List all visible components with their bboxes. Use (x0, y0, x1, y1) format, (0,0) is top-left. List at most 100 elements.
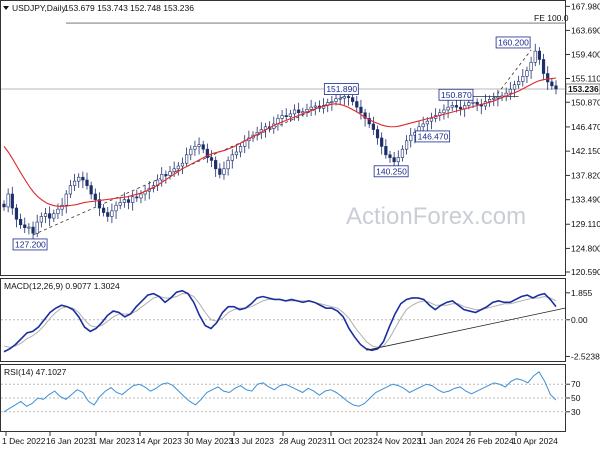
x-tick-label: 11 Jan 2024 (418, 436, 464, 446)
candle-body (467, 102, 471, 106)
rsi-ytick-label: 50 (571, 393, 581, 403)
price-annotation-label: 151.890 (326, 84, 357, 94)
candle-body (197, 144, 201, 147)
candle-body (168, 171, 172, 176)
candle-body (131, 196, 135, 203)
candle-body (400, 148, 405, 158)
x-tick-label: 24 Nov 2023 (373, 436, 421, 446)
candle-body (27, 226, 31, 229)
candle-body (496, 96, 500, 99)
candle-body (388, 154, 392, 158)
candle-body (48, 213, 52, 219)
candle-body (292, 109, 297, 115)
x-tick-label: 10 Apr 2024 (512, 436, 558, 446)
candle-body (110, 210, 114, 217)
candle-body (363, 112, 367, 119)
candle-body (205, 148, 209, 158)
candle-body (338, 97, 342, 100)
candle-body (214, 160, 218, 170)
candle-body (43, 213, 48, 217)
candle-body (359, 106, 363, 114)
candle-body (392, 157, 396, 163)
price-ytick-label: 150.870 (571, 97, 600, 107)
candle-body (429, 118, 434, 122)
price-ytick-label: 167.980 (571, 1, 600, 11)
fe-label: FE 100.0 (534, 13, 569, 23)
candle-body (164, 174, 168, 176)
symbol-header: USDJPY,Daily 153.679 153.743 152.748 153… (3, 3, 194, 13)
x-tick-label: 16 Jan 2023 (46, 436, 93, 446)
candle-body (64, 193, 68, 206)
candle-body (492, 97, 496, 100)
sma-line (3, 77, 557, 207)
price-annotation-label: 140.250 (376, 166, 407, 176)
candle-body (39, 216, 43, 223)
price-ytick-label: 137.820 (571, 170, 600, 180)
candle-body (442, 109, 446, 114)
candle-body (135, 196, 139, 199)
candle-body (346, 96, 351, 98)
candle-body (10, 193, 14, 209)
candle-body (533, 50, 537, 63)
candle-body (380, 137, 384, 147)
candle-body (139, 193, 143, 199)
candle-body (546, 73, 550, 83)
last-price-label: 153.236 (568, 84, 599, 94)
candle-body (425, 120, 429, 125)
candle-body (550, 81, 554, 87)
candle-body (226, 160, 230, 170)
rsi-title: RSI(14) 47.1027 (4, 367, 67, 377)
candle-body (68, 185, 73, 195)
watermark: ActionForex.com (346, 203, 526, 230)
price-annotation-box (495, 36, 531, 49)
candle-body (209, 157, 214, 161)
candle-body (230, 154, 234, 161)
price-annotation-label: 127.200 (15, 239, 46, 249)
candle-body (218, 168, 222, 175)
candle-body (31, 226, 35, 234)
x-tick-label: 1 Mar 2023 (92, 436, 135, 446)
price-annotation-box (12, 238, 48, 251)
x-tick-label: 30 May 2023 (184, 436, 233, 446)
candle-body (23, 224, 27, 228)
candle-body (371, 123, 375, 130)
rsi-ytick-label: 70 (571, 379, 581, 389)
candle-body (189, 148, 193, 156)
candle-body (512, 84, 517, 90)
candle-body (118, 202, 122, 206)
x-tick-label: 26 Feb 2024 (466, 436, 514, 446)
candle-body (529, 61, 533, 72)
macd-ytick-label: -2.5238 (571, 351, 600, 361)
candle-body (56, 208, 60, 214)
candle-body (500, 95, 504, 98)
rsi-layer (1, 371, 566, 413)
candle-body (238, 146, 243, 153)
candle-body (384, 146, 388, 156)
candle-body (288, 113, 292, 117)
candle-body (475, 101, 479, 105)
candle-body (201, 144, 205, 150)
price-annotation-label: 150.870 (441, 90, 472, 100)
last-price-badge (565, 83, 600, 95)
candle-body (93, 193, 97, 200)
candle-body (185, 154, 189, 164)
x-tick-label: 28 Aug 2023 (279, 436, 327, 446)
price-annotation-label: 160.200 (498, 37, 529, 47)
candle-body (487, 98, 492, 102)
candle-body (396, 157, 400, 163)
candle-body (517, 81, 521, 86)
x-tick-label: 11 Oct 2023 (327, 436, 373, 446)
ohlc-values: 153.679 153.743 152.748 153.236 (64, 3, 194, 13)
candle-body (85, 179, 89, 186)
candle-body (193, 146, 197, 150)
candle-body (6, 193, 10, 208)
candle-body (114, 204, 118, 212)
candle-body (81, 176, 85, 181)
candle-body (52, 213, 56, 219)
dropdown-triangle-icon[interactable] (3, 6, 9, 10)
price-annotation-label: 146.470 (418, 131, 449, 141)
price-ytick-label: 129.110 (571, 219, 600, 229)
macd-trendline (366, 307, 566, 351)
